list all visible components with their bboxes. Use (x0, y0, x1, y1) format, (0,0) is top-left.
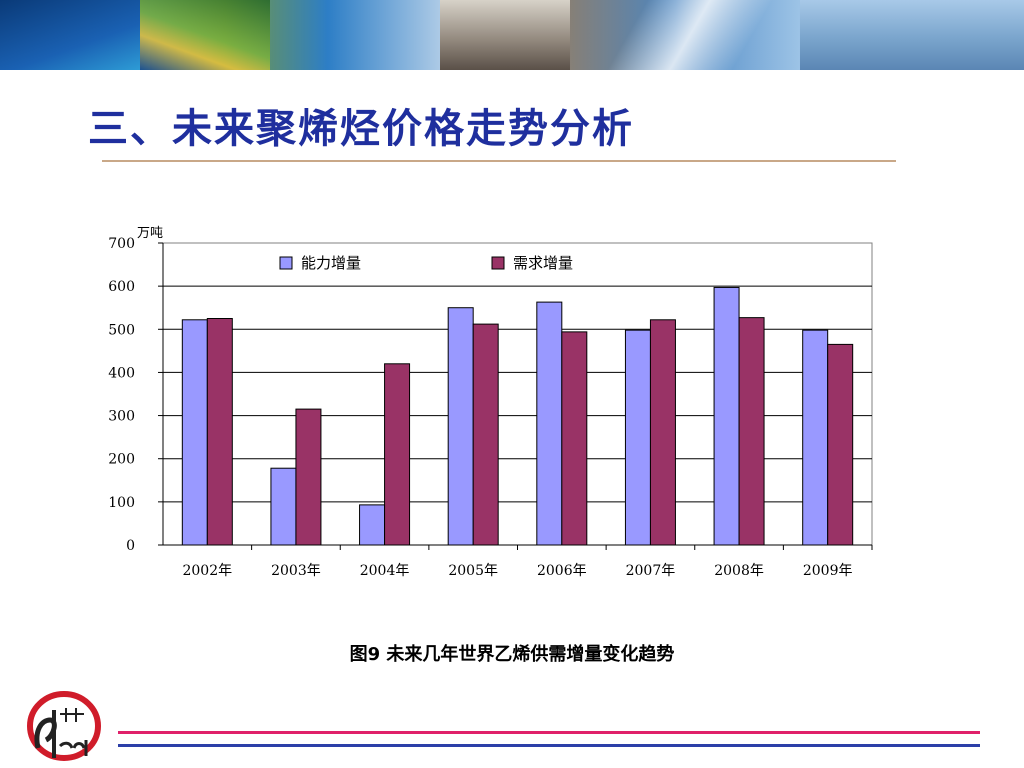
title-divider (102, 160, 896, 162)
banner-light-streak (560, 0, 820, 70)
footer-rule-blue (118, 744, 980, 747)
logo-ring (27, 691, 101, 761)
bar (270, 467, 297, 546)
bar (295, 408, 322, 546)
y-tick-label: 500 (108, 322, 135, 338)
y-tick-label: 0 (126, 538, 135, 554)
bar (649, 319, 676, 546)
sinopec-logo (27, 691, 101, 761)
x-tick-label: 2002年 (182, 563, 232, 579)
x-tick-label: 2003年 (271, 563, 321, 579)
x-tick-label: 2006年 (537, 563, 587, 579)
x-tick-label: 2008年 (714, 563, 764, 579)
banner-panel (0, 0, 150, 70)
bar (447, 307, 474, 546)
header-banner (0, 0, 1024, 70)
bar (802, 329, 829, 546)
x-tick-label: 2005年 (448, 563, 498, 579)
slide-title: 三、未来聚烯烃价格走势分析 (88, 105, 634, 152)
bar (738, 317, 765, 546)
logo-chinese-mark (60, 708, 84, 722)
y-axis-label: 万吨 (137, 226, 163, 241)
bar (359, 504, 386, 546)
chart-caption: 图9 未来几年世界乙烯供需增量变化趋势 (349, 644, 675, 665)
bar (713, 286, 740, 546)
x-tick-label: 2007年 (626, 563, 676, 579)
bar (181, 319, 208, 546)
y-tick-label: 700 (108, 236, 135, 252)
bar (561, 331, 588, 546)
bar (624, 329, 651, 546)
y-tick-label: 600 (108, 279, 135, 295)
bar (206, 318, 233, 546)
y-tick-label: 100 (108, 495, 135, 511)
legend-label: 能力增量 (301, 254, 361, 272)
x-tick-label: 2004年 (360, 563, 410, 579)
bar (827, 343, 854, 546)
banner-panel (440, 0, 570, 70)
y-tick-label: 300 (108, 409, 135, 425)
x-tick-label: 2009年 (803, 563, 853, 579)
bar (384, 363, 411, 546)
footer-rule-red (118, 731, 980, 734)
bar (536, 301, 563, 546)
bar (472, 323, 499, 546)
y-tick-label: 400 (108, 365, 135, 381)
plot-area (162, 242, 873, 546)
logo-letters (58, 740, 88, 756)
y-tick-label: 200 (108, 452, 135, 468)
logo-letter-s (34, 717, 57, 749)
banner-panel (140, 0, 270, 70)
legend-label: 需求增量 (513, 254, 573, 272)
legend-swatch (491, 256, 505, 270)
legend-swatch (279, 256, 293, 270)
banner-panel (800, 0, 1024, 70)
